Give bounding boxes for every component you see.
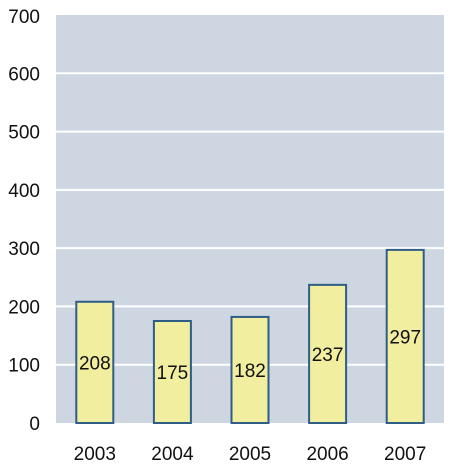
y-tick-label: 600 bbox=[8, 64, 40, 85]
y-tick-label: 500 bbox=[8, 123, 40, 144]
y-tick-label: 300 bbox=[8, 239, 40, 260]
bar bbox=[230, 315, 270, 425]
y-tick-label: 700 bbox=[8, 7, 40, 28]
bar-value-label: 297 bbox=[389, 327, 421, 348]
bar-value-label: 237 bbox=[312, 345, 344, 366]
bar bbox=[152, 320, 192, 424]
gridlines bbox=[56, 72, 444, 366]
bar-value-label: 175 bbox=[157, 363, 189, 384]
x-tick-label: 2004 bbox=[151, 444, 194, 464]
x-tick-label: 2003 bbox=[74, 444, 116, 464]
y-tick-label: 400 bbox=[8, 181, 40, 202]
x-tick-label: 2005 bbox=[229, 444, 271, 464]
bar bbox=[75, 300, 115, 424]
bars bbox=[75, 248, 425, 425]
y-axis-tick-labels: 0 100 200 300 400 500 600 700 bbox=[8, 7, 40, 435]
bar bbox=[385, 248, 425, 424]
bar bbox=[308, 283, 348, 424]
bar-value-label: 182 bbox=[234, 361, 266, 382]
bar-value-label: 208 bbox=[79, 353, 111, 374]
x-tick-label: 2006 bbox=[306, 444, 348, 464]
x-axis-tick-labels: 2003 2004 2005 2006 2007 bbox=[74, 444, 427, 464]
x-tick-label: 2007 bbox=[384, 444, 426, 464]
y-tick-label: 100 bbox=[8, 356, 40, 377]
y-tick-label: 0 bbox=[29, 414, 40, 435]
data-labels: 208 175 182 237 297 bbox=[79, 327, 421, 384]
y-tick-label: 200 bbox=[8, 297, 40, 318]
